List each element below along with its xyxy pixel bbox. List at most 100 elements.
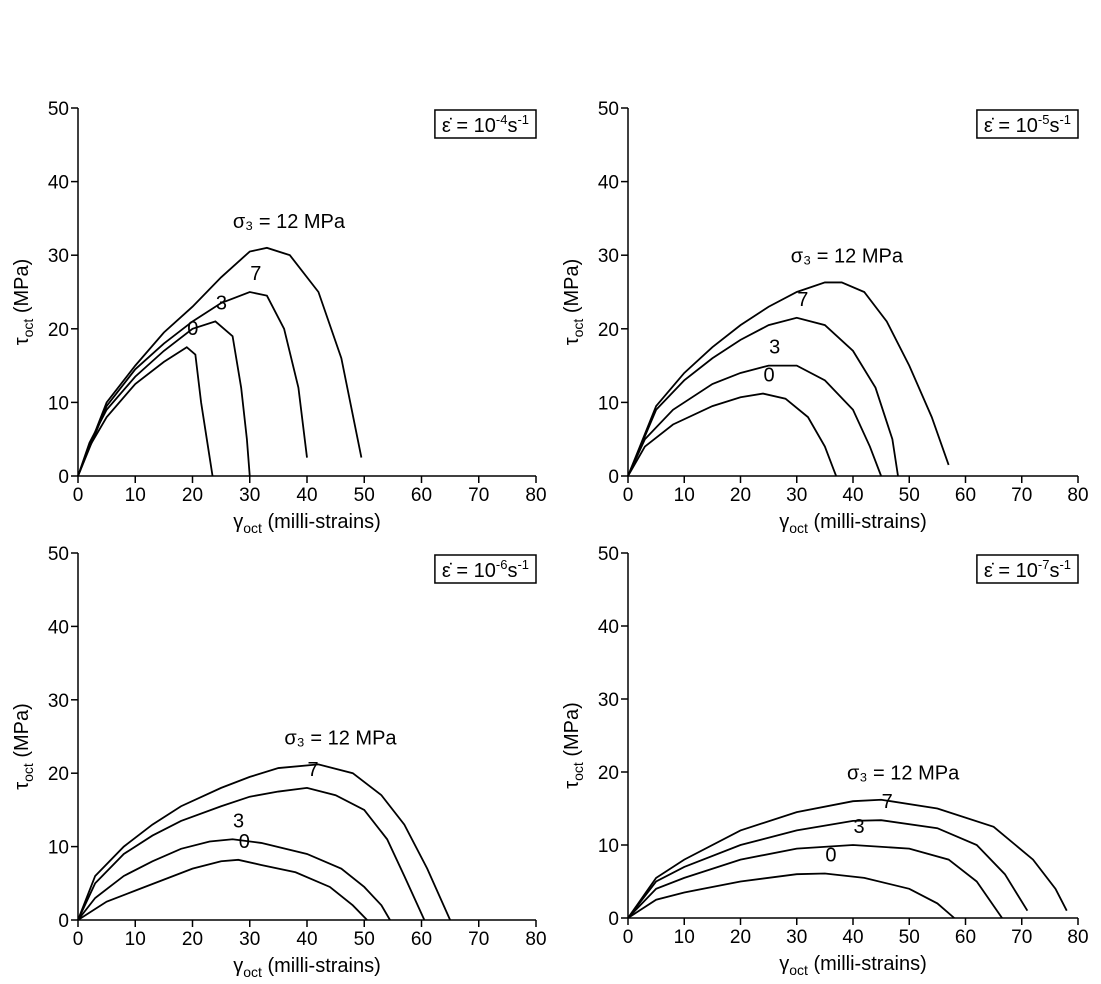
subscript: oct	[243, 520, 262, 536]
series-line	[627, 819, 1029, 919]
x-tick-label: 70	[468, 929, 489, 950]
rate-unit: s	[507, 560, 517, 582]
y-tick-label: 0	[58, 467, 69, 488]
x-tick-label: 40	[842, 485, 863, 506]
y-axis-label: τoct (MPa)	[561, 259, 586, 346]
series-label: 7	[882, 791, 893, 813]
y-tick-label: 50	[48, 544, 69, 565]
series-line	[627, 392, 837, 477]
x-tick-label: 50	[354, 485, 375, 506]
x-tick-label: 70	[468, 485, 489, 506]
rate-base: ε̇ = 10	[984, 115, 1038, 137]
label-text: (MPa)	[561, 702, 583, 762]
series-line	[77, 346, 214, 477]
series-label: σ₃ = 12 MPa	[791, 245, 904, 267]
y-tick-label: 30	[598, 246, 619, 267]
series-label: σ₃ = 12 MPa	[284, 727, 397, 749]
x-tick-label: 60	[411, 485, 432, 506]
y-tick-label: 20	[48, 320, 69, 341]
x-tick-label: 20	[182, 929, 203, 950]
rate-annotation: ε̇ = 10-6s-1	[434, 554, 537, 584]
y-tick-label: 40	[48, 617, 69, 638]
rate-exponent: -7	[1038, 557, 1050, 572]
y-tick-label: 30	[598, 690, 619, 711]
series-line	[627, 316, 899, 477]
x-tick-label: 70	[1011, 927, 1032, 948]
x-tick-label: 10	[674, 927, 695, 948]
rate-text: ε̇ = 10-4s-1	[442, 112, 529, 137]
y-tick-label: 30	[48, 246, 69, 267]
y-tick-label: 10	[598, 836, 619, 857]
rate-base: ε̇ = 10	[984, 560, 1038, 582]
x-tick-label: 40	[296, 929, 317, 950]
y-tick-label: 50	[598, 544, 619, 565]
x-tick-label: 40	[842, 927, 863, 948]
subscript: oct	[20, 763, 36, 782]
rate-unit: s	[507, 115, 517, 137]
series-line	[77, 858, 368, 921]
label-text: (milli-strains)	[262, 511, 381, 533]
x-tick-label: 10	[125, 485, 146, 506]
x-tick-label: 20	[182, 485, 203, 506]
series-line	[77, 291, 308, 477]
rate-unit-exponent: -1	[1059, 557, 1071, 572]
series-line	[77, 763, 451, 921]
rate-unit-exponent: -1	[517, 557, 529, 572]
rate-box	[976, 554, 1079, 584]
x-tick-label: 80	[525, 485, 546, 506]
series-line	[77, 838, 391, 921]
rate-text: ε̇ = 10-6s-1	[442, 557, 529, 582]
subscript: oct	[243, 964, 262, 980]
symbol: γ	[233, 955, 243, 977]
label-text: (MPa)	[561, 259, 583, 319]
x-axis-label: γoct (milli-strains)	[779, 953, 927, 978]
y-tick-label: 20	[48, 764, 69, 785]
series-label: σ₃ = 12 MPa	[233, 211, 346, 233]
x-tick-label: 30	[239, 929, 260, 950]
rate-base: ε̇ = 10	[442, 560, 496, 582]
x-tick-label: 60	[955, 485, 976, 506]
x-tick-label: 30	[786, 927, 807, 948]
series-line	[627, 281, 950, 477]
rate-unit: s	[1049, 115, 1059, 137]
series-label: 7	[307, 759, 318, 781]
x-tick-label: 60	[411, 929, 432, 950]
x-tick-label: 80	[1067, 927, 1088, 948]
y-tick-label: 50	[598, 99, 619, 120]
series-label: σ₃ = 12 MPa	[847, 763, 960, 785]
label-text: (milli-strains)	[808, 953, 927, 975]
subscript: oct	[570, 762, 586, 781]
y-tick-label: 20	[598, 320, 619, 341]
label-text: (MPa)	[11, 259, 33, 319]
rate-unit: s	[1049, 560, 1059, 582]
x-tick-label: 0	[73, 485, 84, 506]
x-tick-label: 50	[899, 927, 920, 948]
x-tick-label: 10	[125, 929, 146, 950]
x-tick-label: 0	[623, 927, 634, 948]
series-label: 0	[825, 844, 836, 866]
series-label: 0	[239, 831, 250, 853]
series-line	[77, 246, 363, 477]
x-tick-label: 30	[786, 485, 807, 506]
rate-text: ε̇ = 10-5s-1	[984, 112, 1071, 137]
x-tick-label: 20	[730, 485, 751, 506]
y-tick-label: 40	[48, 173, 69, 194]
x-tick-label: 80	[525, 929, 546, 950]
y-axis-label: τoct (MPa)	[11, 259, 36, 346]
subscript: oct	[570, 319, 586, 338]
symbol: τ	[11, 337, 33, 345]
rate-box	[976, 109, 1079, 139]
x-tick-label: 0	[73, 929, 84, 950]
y-tick-label: 0	[608, 909, 619, 930]
rate-base: ε̇ = 10	[442, 115, 496, 137]
rate-text: ε̇ = 10-7s-1	[984, 557, 1071, 582]
x-tick-label: 70	[1011, 485, 1032, 506]
rate-exponent: -6	[496, 557, 508, 572]
subscript: oct	[789, 520, 808, 536]
series-label: 3	[853, 816, 864, 838]
series-line	[77, 786, 426, 921]
x-tick-label: 50	[899, 485, 920, 506]
